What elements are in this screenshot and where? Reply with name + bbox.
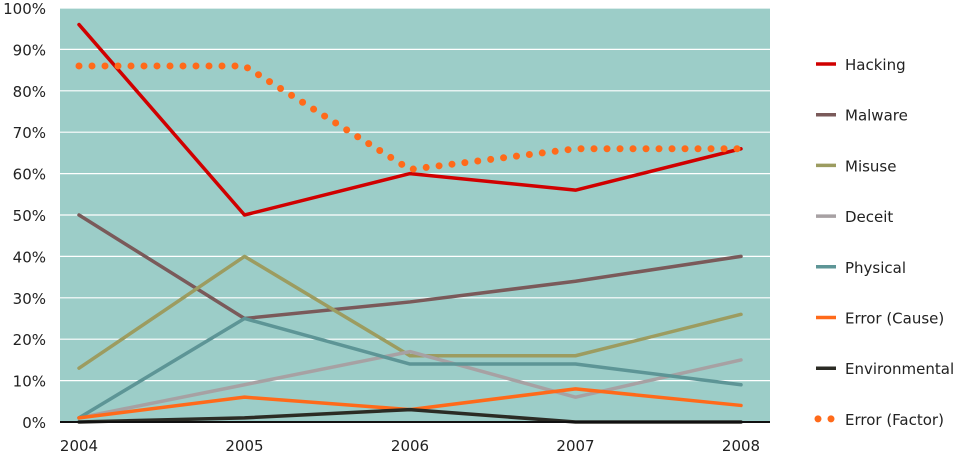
legend-label: Error (Factor) — [845, 411, 944, 429]
legend-item: Hacking — [816, 56, 906, 74]
y-tick-label: 40% — [13, 248, 46, 266]
x-tick-label: 2007 — [556, 437, 594, 455]
legend-label: Error (Cause) — [845, 310, 944, 328]
legend-item: Environmental — [816, 360, 954, 378]
legend-item: Misuse — [816, 157, 896, 175]
y-tick-label: 20% — [13, 331, 46, 349]
legend-item: Malware — [816, 107, 908, 125]
legend-label: Environmental — [845, 360, 954, 378]
y-tick-label: 80% — [13, 83, 46, 101]
legend-item: Error (Cause) — [816, 310, 944, 328]
y-tick-label: 70% — [13, 124, 46, 142]
legend-item: Physical — [816, 259, 906, 277]
legend-label: Physical — [845, 259, 906, 277]
legend-label: Malware — [845, 107, 908, 125]
y-tick-label: 100% — [3, 0, 46, 18]
x-tick-label: 2008 — [722, 437, 760, 455]
legend-label: Deceit — [845, 208, 893, 226]
y-tick-label: 10% — [13, 373, 46, 391]
y-tick-label: 30% — [13, 290, 46, 308]
x-tick-label: 2006 — [391, 437, 429, 455]
y-tick-label: 0% — [22, 414, 46, 432]
legend: Hacking Malware Misuse Deceit Physical Error … — [816, 56, 954, 429]
x-tick-label: 2005 — [225, 437, 263, 455]
legend-label: Hacking — [845, 56, 906, 74]
x-tick-label: 2004 — [60, 437, 98, 455]
y-tick-label: 50% — [13, 207, 46, 225]
legend-label: Misuse — [845, 157, 896, 175]
y-tick-label: 90% — [13, 41, 46, 59]
y-tick-label: 60% — [13, 166, 46, 184]
legend-item: Error (Factor) — [818, 411, 944, 429]
legend-item: Deceit — [816, 208, 893, 226]
